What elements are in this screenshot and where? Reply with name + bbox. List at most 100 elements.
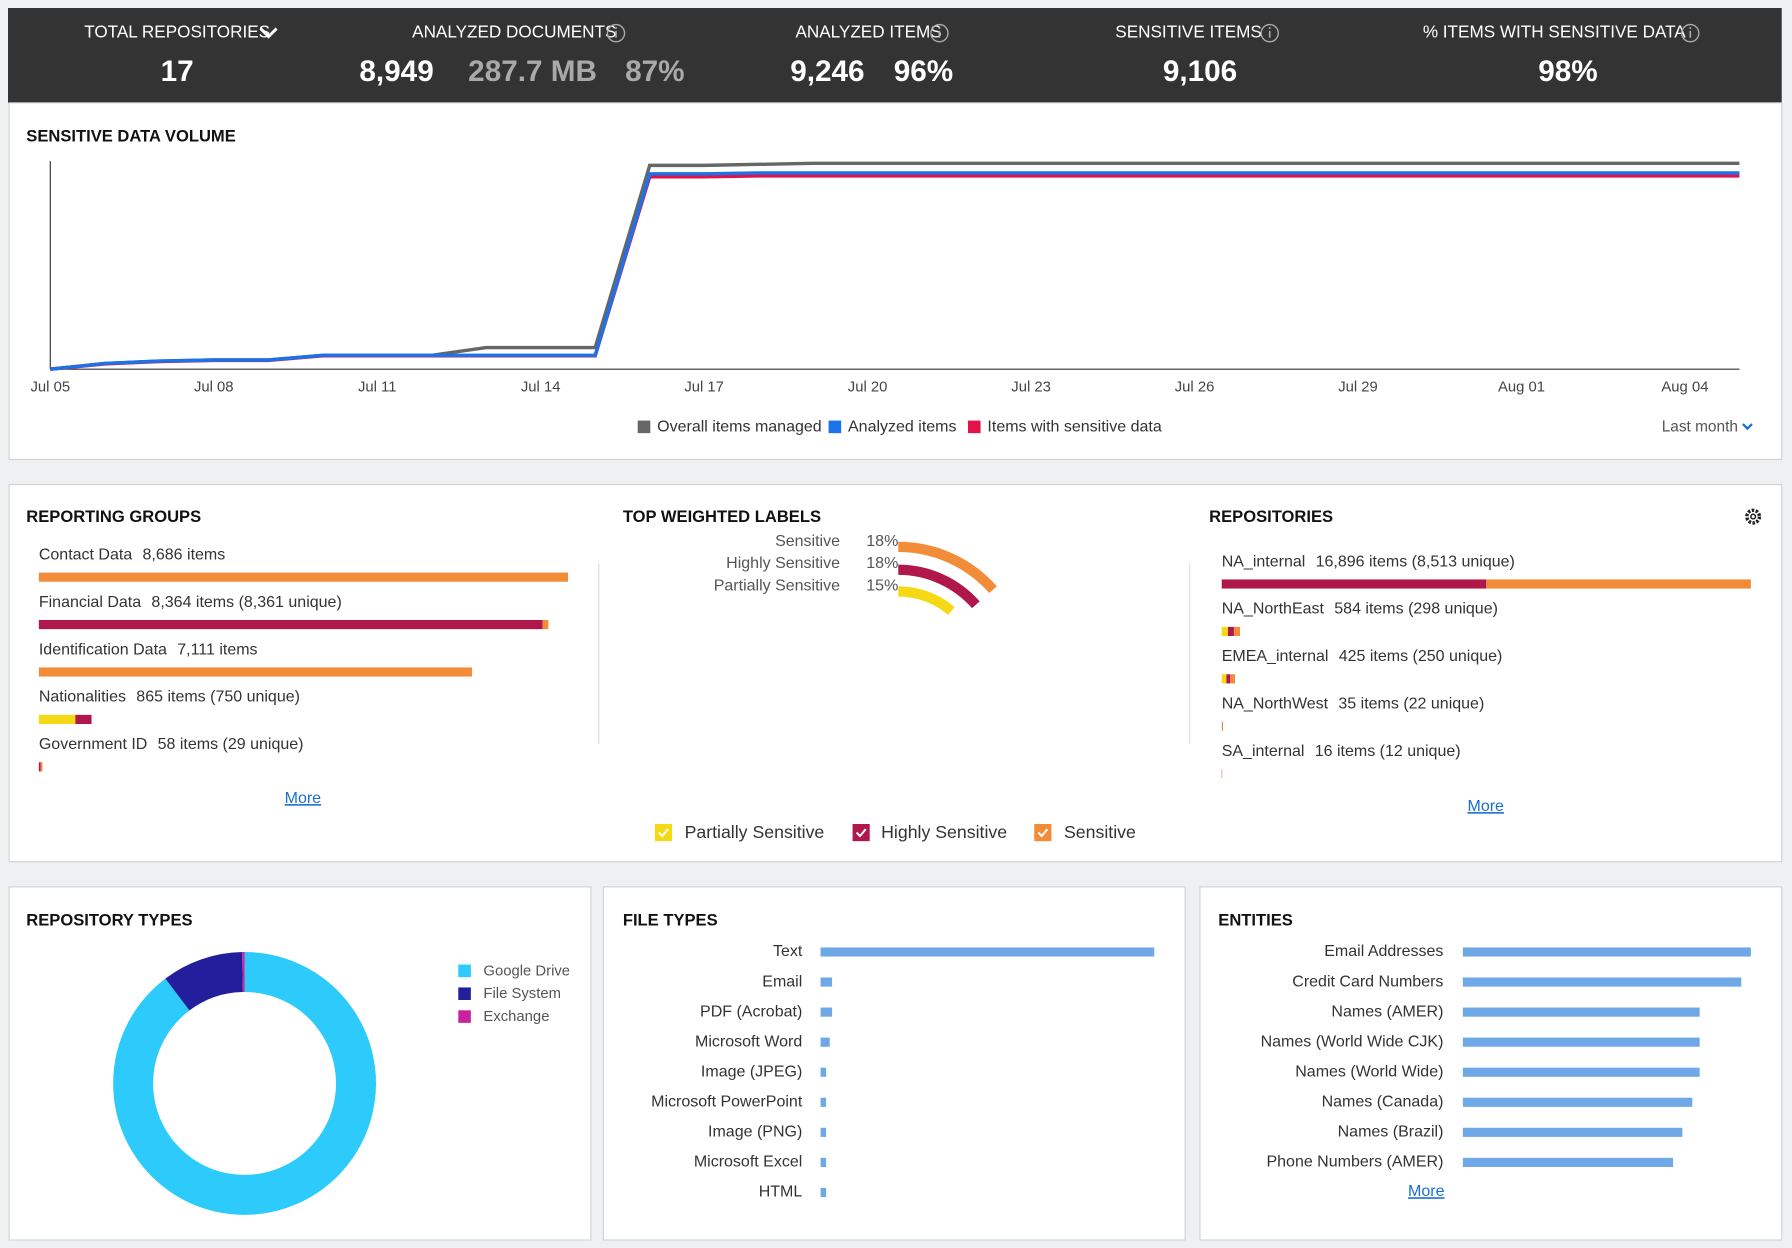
bar-segment — [38, 714, 76, 724]
row-count: 8,364 items (8,361 unique) — [151, 594, 341, 611]
line-series — [50, 171, 1740, 371]
kpi-label: ANALYZED ITEMS — [795, 22, 941, 42]
row-name: Contact Data — [39, 547, 132, 564]
more-link[interactable]: More — [1408, 1183, 1445, 1200]
checkmark[interactable] — [658, 828, 669, 838]
bar — [1462, 1007, 1700, 1017]
legend-swatch — [458, 964, 471, 978]
bar-segment — [1233, 626, 1241, 636]
kpi-value: 9,106 — [1163, 55, 1237, 88]
panel-title: ENTITIES — [1218, 911, 1293, 930]
label-value: 18% — [866, 555, 898, 572]
info-icon[interactable] — [1689, 26, 1692, 30]
legend-checkbox[interactable] — [1034, 824, 1052, 842]
more-link[interactable]: More — [1467, 798, 1504, 815]
info-icon[interactable] — [1681, 23, 1700, 43]
legend-label: File System — [483, 986, 561, 1002]
bar-segment — [542, 620, 549, 630]
bar — [820, 1157, 827, 1167]
donut-segment — [165, 952, 244, 1011]
bar-segment — [38, 667, 473, 677]
kpi-value: 98% — [1538, 55, 1597, 88]
settings-gear[interactable] — [1745, 508, 1762, 525]
panel — [1199, 886, 1783, 1241]
bar-segment — [1221, 674, 1227, 684]
row-label: Identification Data 7,111 items — [39, 642, 258, 659]
kpi-value: 17 — [161, 55, 194, 88]
bar-label: HTML — [759, 1184, 803, 1201]
legend-swatch — [458, 1010, 471, 1023]
bar-label: Text — [773, 943, 803, 960]
info-icon[interactable] — [606, 23, 626, 43]
row-label: Financial Data 8,364 items (8,361 unique) — [39, 594, 342, 611]
info-icon[interactable] — [938, 26, 941, 30]
row-count: 425 items (250 unique) — [1339, 648, 1503, 665]
x-tick-label: Jul 17 — [684, 379, 724, 395]
checkmark[interactable] — [855, 828, 867, 838]
bar — [820, 947, 1155, 957]
more-link[interactable]: More — [285, 790, 322, 807]
chevron[interactable] — [1742, 423, 1753, 431]
kpi-label: SENSITIVE ITEMS — [1115, 22, 1262, 42]
bar — [820, 1097, 827, 1107]
bar — [820, 1037, 830, 1047]
panel — [8, 102, 1783, 460]
radial-bar — [898, 564, 980, 609]
period-dropdown[interactable]: Last month — [1662, 419, 1753, 436]
bar — [1462, 1067, 1700, 1077]
legend-checkbox[interactable] — [654, 824, 672, 842]
period-label[interactable]: Last month — [1662, 419, 1738, 436]
kpi-value: 87% — [625, 55, 684, 88]
panel-title: TOP WEIGHTED LABELS — [623, 507, 821, 526]
bar-label: Names (Canada) — [1322, 1094, 1444, 1111]
row-name: NA_NorthWest — [1222, 696, 1329, 713]
bar-label: Microsoft PowerPoint — [651, 1094, 803, 1111]
checkmark[interactable] — [1037, 828, 1049, 838]
row-label: NA_NorthWest 35 items (22 unique) — [1222, 696, 1485, 713]
bar — [1462, 1157, 1674, 1167]
row-count: 7,111 items — [177, 642, 257, 659]
row-count: 584 items (298 unique) — [1334, 601, 1498, 618]
gear-hub[interactable] — [1750, 513, 1757, 520]
kpi-label: % ITEMS WITH SENSITIVE DATA — [1423, 22, 1686, 42]
panel-title: REPOSITORIES — [1209, 507, 1333, 526]
row-count: 8,686 items — [143, 547, 226, 564]
info-icon[interactable] — [1268, 26, 1271, 30]
label-name: Partially Sensitive — [714, 578, 840, 595]
legend-label: Partially Sensitive — [685, 822, 825, 842]
bar-segment — [1221, 579, 1487, 589]
bar-label: Names (Brazil) — [1338, 1124, 1444, 1141]
kpi-label: TOTAL REPOSITORIES — [84, 22, 270, 42]
bar — [1462, 977, 1742, 987]
info-icon[interactable] — [1260, 23, 1279, 43]
bar — [1462, 947, 1751, 957]
legend-label: Items with sensitive data — [987, 419, 1161, 436]
bar-segment — [38, 572, 569, 582]
bar — [1462, 1037, 1700, 1047]
x-tick-label: Aug 04 — [1661, 379, 1708, 395]
bar-segment — [1226, 674, 1231, 684]
radial-bar — [898, 541, 997, 594]
bar-segment — [1486, 579, 1751, 589]
gear-teeth[interactable] — [1745, 508, 1762, 525]
info-icon[interactable] — [930, 23, 949, 43]
kpi-bar — [8, 8, 1782, 103]
bar-label: Email Addresses — [1324, 943, 1443, 960]
bar-segment — [1230, 674, 1236, 684]
legend-swatch — [828, 420, 842, 434]
bar-label: Image (JPEG) — [701, 1063, 802, 1080]
row-label: Nationalities 865 items (750 unique) — [39, 689, 300, 706]
donut-segment — [113, 952, 376, 1215]
legend-swatch — [637, 420, 651, 434]
legend-label: Exchange — [483, 1009, 549, 1025]
row-name: NA_internal — [1222, 554, 1306, 571]
row-label: NA_internal 16,896 items (8,513 unique) — [1222, 554, 1515, 571]
panel-title: FILE TYPES — [623, 911, 718, 930]
legend-checkbox[interactable] — [852, 824, 870, 842]
x-tick-label: Jul 29 — [1338, 379, 1378, 395]
info-icon[interactable] — [614, 26, 618, 30]
x-tick-label: Jul 23 — [1011, 379, 1051, 395]
dropdown-chevron[interactable] — [259, 27, 278, 39]
legend-label: Overall items managed — [657, 419, 822, 436]
row-name: Financial Data — [39, 594, 141, 611]
